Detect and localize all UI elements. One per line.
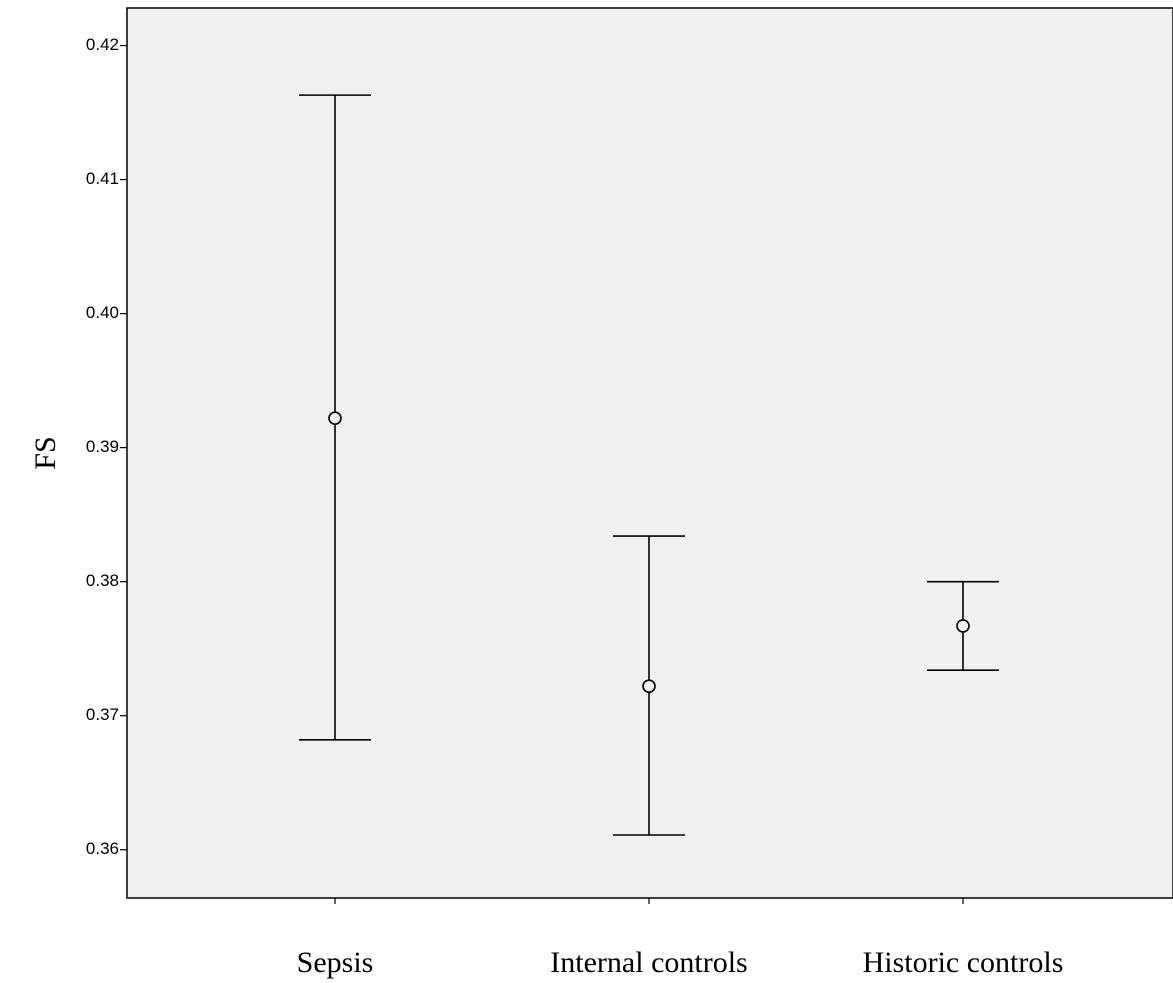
y-tick-label: 0.41	[86, 169, 119, 188]
y-tick-label: 0.38	[86, 571, 119, 590]
x-category-label: Historic controls	[863, 946, 1064, 979]
y-axis-title: FS	[29, 436, 62, 469]
y-axis: 0.36 0.37 0.38 0.39 0.40 0.41 0.42	[86, 35, 127, 858]
y-tick-label: 0.40	[86, 303, 119, 322]
y-tick-label: 0.39	[86, 437, 119, 456]
plot-area	[126, 7, 1173, 899]
mean-point	[956, 619, 970, 633]
mean-point	[642, 679, 656, 694]
y-tick-label: 0.36	[86, 839, 119, 858]
error-bars	[299, 94, 999, 836]
y-tick-label: 0.42	[86, 35, 119, 54]
x-category-label: Sepsis	[297, 946, 374, 979]
mean-point	[328, 411, 342, 425]
x-category-label: Internal controls	[550, 946, 747, 979]
x-axis: Sepsis Internal controls Historic controls	[297, 898, 1064, 979]
y-tick-label: 0.37	[86, 705, 119, 724]
